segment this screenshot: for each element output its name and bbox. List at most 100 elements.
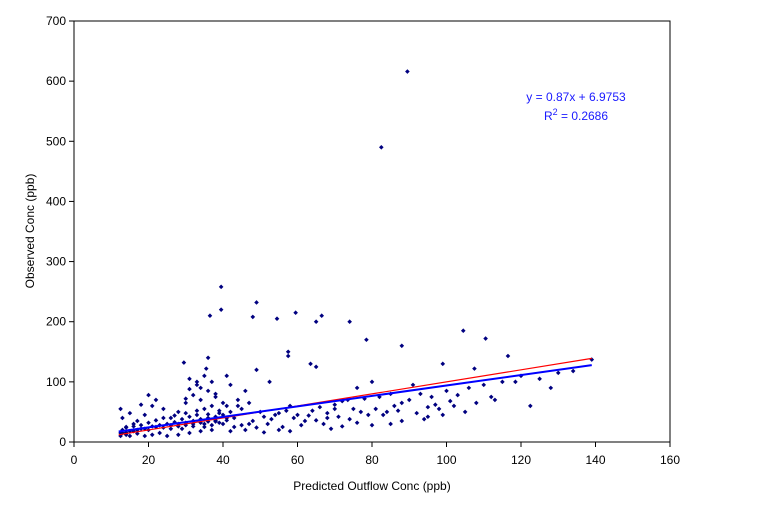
data-point: [555, 370, 561, 376]
data-point: [313, 418, 319, 423]
data-point: [287, 403, 293, 409]
x-tick-label: 120: [511, 453, 531, 467]
data-point: [172, 413, 177, 418]
data-point: [198, 385, 203, 391]
data-point: [213, 391, 218, 397]
data-point: [176, 424, 181, 429]
data-point: [146, 392, 151, 398]
data-point: [187, 414, 192, 420]
data-point: [254, 367, 259, 373]
data-point: [291, 415, 297, 421]
data-point: [209, 427, 215, 433]
data-point: [190, 424, 196, 429]
data-point: [414, 410, 419, 416]
data-point: [444, 388, 449, 394]
data-point: [339, 424, 345, 429]
data-point: [202, 421, 207, 427]
data-point: [138, 402, 144, 408]
data-point: [135, 431, 140, 436]
data-point: [284, 408, 289, 414]
x-tick-label: 20: [142, 453, 156, 467]
data-point: [276, 427, 282, 433]
data-point: [228, 382, 233, 388]
data-point: [492, 397, 498, 403]
data-point: [364, 337, 369, 343]
x-tick-label: 40: [216, 453, 230, 467]
data-point: [347, 319, 352, 325]
data-point: [179, 416, 185, 422]
data-point: [472, 366, 477, 371]
data-point: [138, 422, 144, 428]
data-point: [239, 422, 244, 428]
data-point: [127, 433, 133, 439]
data-point: [235, 403, 241, 409]
data-point: [224, 403, 230, 409]
data-point: [399, 418, 405, 424]
x-tick-label: 60: [291, 453, 305, 467]
data-point: [161, 415, 166, 421]
x-tick-label: 0: [71, 453, 78, 467]
data-point: [118, 433, 123, 439]
data-point: [276, 410, 282, 416]
data-point: [246, 421, 252, 427]
data-point: [190, 421, 196, 427]
y-tick-label: 400: [46, 194, 66, 208]
data-point: [187, 386, 192, 392]
data-point: [153, 418, 159, 423]
data-point: [373, 406, 379, 412]
data-point: [168, 426, 174, 432]
data-point: [123, 425, 129, 430]
data-point: [187, 376, 192, 382]
data-point: [466, 385, 472, 391]
data-point: [392, 403, 397, 409]
data-point: [228, 428, 233, 434]
data-point: [570, 368, 576, 374]
data-point: [399, 343, 405, 349]
data-point: [406, 397, 412, 403]
data-point: [146, 420, 151, 426]
data-point: [205, 388, 211, 394]
data-point: [218, 307, 224, 312]
data-point: [168, 415, 174, 421]
x-tick-label: 160: [660, 453, 680, 467]
x-tick-label: 80: [365, 453, 379, 467]
data-point: [218, 284, 224, 290]
data-point: [224, 373, 230, 379]
data-point: [269, 416, 274, 422]
data-point: [250, 314, 256, 320]
data-point: [332, 402, 338, 408]
data-point: [202, 424, 207, 430]
data-point: [421, 416, 427, 422]
data-point: [213, 394, 218, 400]
y-axis-title: Observed Conc (ppb): [23, 174, 37, 289]
x-axis-title: Predicted Outflow Conc (ppb): [293, 479, 450, 493]
data-point: [254, 300, 259, 305]
data-point: [213, 418, 218, 423]
data-point: [380, 412, 386, 418]
data-point: [274, 316, 280, 322]
data-point: [183, 410, 189, 416]
data-point: [321, 421, 326, 427]
data-point: [481, 382, 487, 388]
data-point: [548, 385, 554, 391]
data-point: [203, 366, 209, 371]
data-point: [293, 310, 298, 315]
data-point: [306, 413, 311, 418]
data-point: [410, 382, 416, 388]
y-tick-label: 100: [46, 375, 66, 389]
y-tick-label: 700: [46, 14, 66, 28]
data-point: [123, 432, 129, 438]
data-point: [261, 414, 267, 420]
data-point: [176, 409, 181, 415]
x-tick-label: 140: [585, 453, 605, 467]
data-point: [455, 392, 460, 398]
data-point: [194, 408, 200, 414]
data-point: [220, 400, 226, 406]
data-point: [347, 416, 352, 422]
data-point: [224, 418, 230, 423]
data-point: [267, 379, 272, 385]
data-point: [474, 400, 479, 406]
data-point: [287, 428, 293, 434]
data-point: [179, 426, 185, 432]
